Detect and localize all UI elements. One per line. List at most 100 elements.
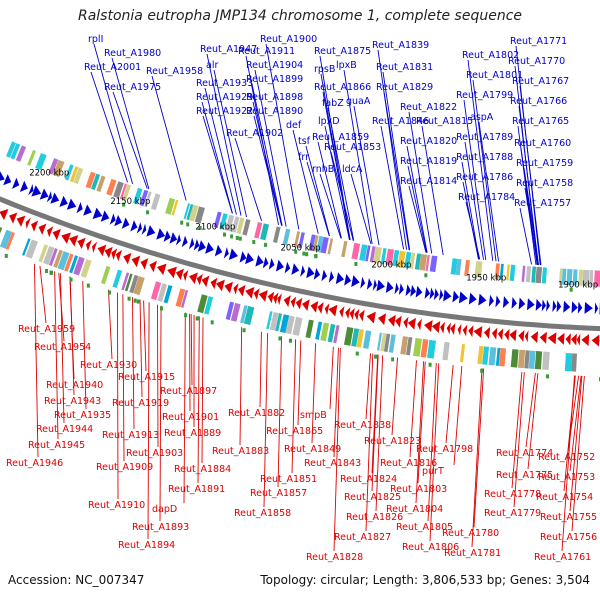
reverse-leader-line — [511, 371, 523, 489]
forward-leader-line — [524, 187, 539, 265]
cog-block — [0, 229, 13, 249]
reverse-gene-label: Reut_A1816 — [380, 458, 437, 469]
reverse-gene-label: Reut_A1849 — [284, 444, 341, 455]
forward-leader-line — [93, 43, 134, 185]
reverse-gene-arrow — [317, 302, 324, 314]
reverse-gene-label: Reut_A1843 — [304, 458, 361, 469]
reverse-gene-arrow — [366, 311, 376, 324]
reverse-gene-label: Reut_A1959 — [18, 324, 75, 335]
forward-gene-arrow — [66, 198, 77, 210]
forward-gene-arrow — [188, 237, 195, 250]
forward-gene-arrow — [433, 288, 439, 301]
rna-marker — [238, 236, 242, 241]
reverse-gene-label: Reut_A1858 — [234, 508, 291, 519]
forward-gene-label: lpxD — [318, 116, 340, 127]
forward-leader-line — [465, 201, 481, 260]
cog-block — [373, 246, 382, 264]
forward-gene-arrow — [563, 300, 571, 313]
cog-block — [420, 339, 429, 358]
cog-block — [442, 341, 450, 361]
forward-gene-label: fabZ — [322, 98, 344, 109]
cog-block — [113, 181, 124, 199]
cog-block — [52, 159, 65, 178]
reverse-gene-label: Reut_A1779 — [484, 508, 541, 519]
forward-gene-arrow — [584, 301, 593, 314]
forward-gene-label: Reut_A1902 — [226, 128, 283, 139]
rna-marker — [480, 368, 484, 373]
forward-gene-label: ldcA — [342, 164, 363, 175]
cog-block — [418, 253, 428, 271]
reverse-gene-arrow — [539, 331, 547, 344]
rna-marker — [569, 287, 573, 292]
rna-marker — [294, 249, 298, 254]
forward-gene-arrow — [31, 185, 42, 197]
cog-block — [73, 256, 85, 276]
reverse-leader-line — [277, 336, 282, 488]
reverse-gene-arrow — [530, 331, 539, 344]
cog-block — [150, 281, 162, 301]
rna-marker — [252, 240, 256, 245]
reverse-gene-arrow — [565, 333, 571, 346]
rna-marker — [264, 242, 268, 247]
forward-gene-arrow — [306, 266, 315, 279]
reverse-gene-label: dapD — [152, 504, 177, 515]
reverse-gene-arrow — [283, 295, 291, 308]
rna-marker — [133, 298, 137, 303]
rna-marker — [127, 296, 131, 301]
cog-block — [305, 319, 314, 339]
reverse-leader-line — [132, 297, 135, 430]
forward-gene-arrow — [262, 256, 269, 269]
reverse-gene-arrow — [295, 297, 303, 310]
reverse-gene-arrow — [237, 284, 246, 297]
reverse-gene-arrow — [31, 220, 39, 232]
reverse-gene-arrow — [440, 321, 445, 334]
forward-leader-line — [319, 173, 342, 239]
forward-gene-arrow — [92, 207, 103, 219]
forward-gene-arrow — [415, 285, 423, 298]
reverse-gene-arrow — [104, 246, 113, 259]
cog-block — [180, 289, 189, 308]
rna-marker — [180, 220, 184, 225]
cog-block — [64, 253, 74, 272]
forward-gene-arrow — [275, 259, 284, 272]
cog-block — [459, 343, 466, 363]
forward-leader-line — [408, 111, 433, 254]
reverse-leader-line — [139, 299, 143, 398]
reverse-gene-label: Reut_A1753 — [538, 472, 595, 483]
kbp-tick-label: 2100 kbp — [195, 223, 235, 233]
forward-gene-label: Reut_A1786 — [456, 172, 513, 183]
reverse-gene-label: purT — [422, 466, 444, 477]
cog-block — [225, 214, 235, 232]
rna-marker — [159, 306, 163, 311]
reverse-gene-label: Reut_A1940 — [46, 380, 103, 391]
forward-gene-label: Reut_A1765 — [512, 116, 569, 127]
reverse-gene-arrow — [69, 235, 79, 247]
forward-leader-line — [383, 91, 410, 251]
reverse-gene-arrow — [253, 288, 260, 300]
forward-gene-arrow — [76, 201, 83, 214]
reverse-gene-arrow — [431, 321, 441, 334]
reverse-gene-arrow — [115, 249, 123, 262]
reverse-gene-arrow — [38, 223, 47, 235]
reverse-gene-label: Reut_A1778 — [484, 489, 541, 500]
rna-marker — [354, 261, 358, 266]
reverse-gene-label: Reut_A1804 — [386, 504, 443, 515]
reverse-leader-line — [569, 375, 582, 472]
cog-block — [6, 141, 17, 158]
reverse-gene-arrow — [233, 283, 239, 295]
rna-marker — [146, 210, 150, 215]
forward-leader-line — [253, 115, 283, 226]
cog-block — [269, 311, 279, 331]
forward-gene-label: Reut_A1766 — [510, 96, 567, 107]
forward-gene-arrow — [83, 204, 92, 216]
rna-marker — [424, 273, 428, 278]
reverse-strand-genes — [0, 205, 600, 347]
reverse-leader-line — [333, 348, 341, 552]
forward-gene-arrow — [193, 238, 200, 251]
reverse-leader-line — [201, 317, 204, 464]
reverse-leader-line — [297, 340, 302, 426]
forward-gene-arrow — [335, 272, 344, 285]
reverse-gene-label: Reut_A1945 — [28, 440, 85, 451]
reverse-leader-line — [569, 375, 583, 512]
forward-leader-line — [327, 107, 355, 241]
